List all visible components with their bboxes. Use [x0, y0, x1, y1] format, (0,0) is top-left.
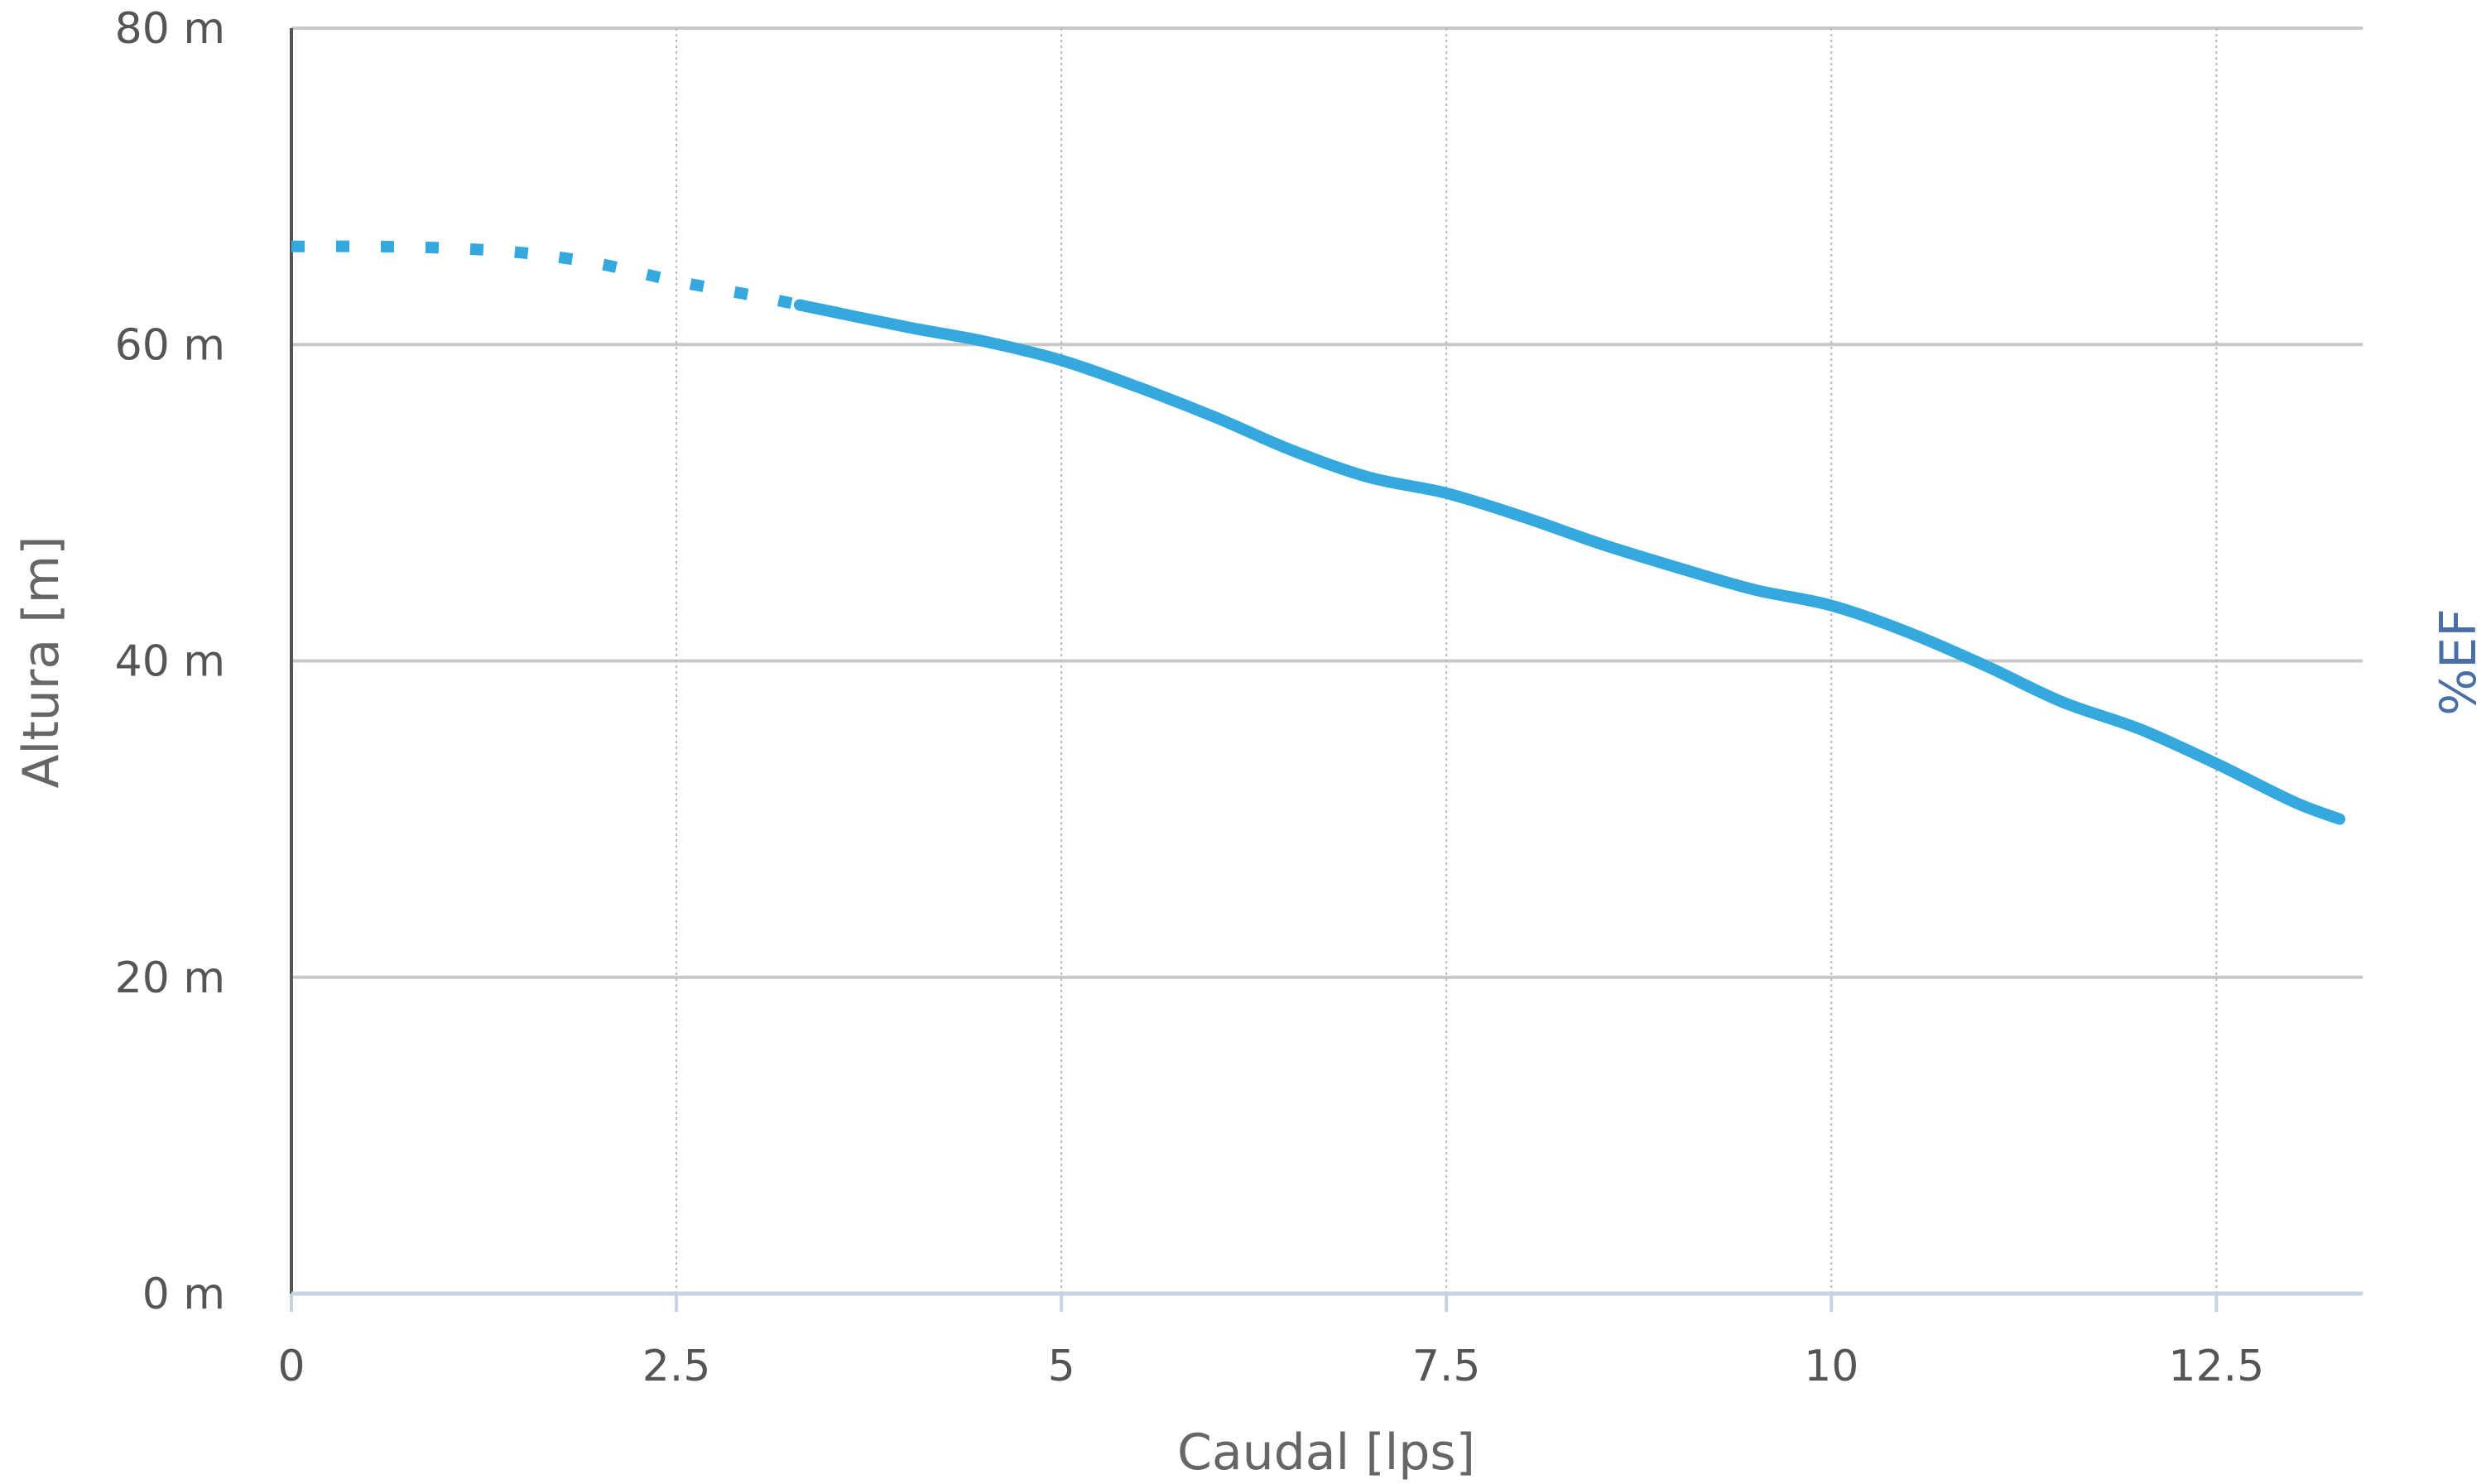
x-tick-label: 7.5 — [1412, 1342, 1481, 1391]
x-tick-label: 2.5 — [642, 1342, 711, 1391]
x-tick-label: 5 — [1048, 1342, 1075, 1391]
x-tick-labels: 0 2.5 5 7.5 10 12.5 — [277, 1342, 2264, 1391]
curve-solid-segment — [793, 299, 2346, 825]
y-tick-label: 60 m — [115, 320, 225, 370]
y-axis-title: Altura [m] — [12, 535, 70, 788]
axes — [290, 28, 2363, 1312]
x-axis-title: Caudal [lps] — [1177, 1424, 1475, 1482]
y-tick-labels: 0 m 20 m 40 m 60 m 80 m — [115, 4, 225, 1319]
y-tick-label: 20 m — [115, 953, 225, 1003]
y-tick-label: 40 m — [115, 637, 225, 687]
x-tick-label: 12.5 — [2168, 1342, 2264, 1391]
curve-dotted-segment — [291, 240, 801, 311]
horizontal-gridlines — [291, 26, 2363, 979]
y2-axis-title: %EF — [2430, 608, 2488, 715]
series-lines — [291, 240, 2346, 825]
x-tick-label: 10 — [1804, 1342, 1859, 1391]
x-tick-label: 0 — [277, 1342, 305, 1391]
vertical-gridlines — [676, 28, 2218, 1294]
y-tick-label: 0 m — [142, 1270, 225, 1319]
y-tick-label: 80 m — [115, 4, 225, 54]
